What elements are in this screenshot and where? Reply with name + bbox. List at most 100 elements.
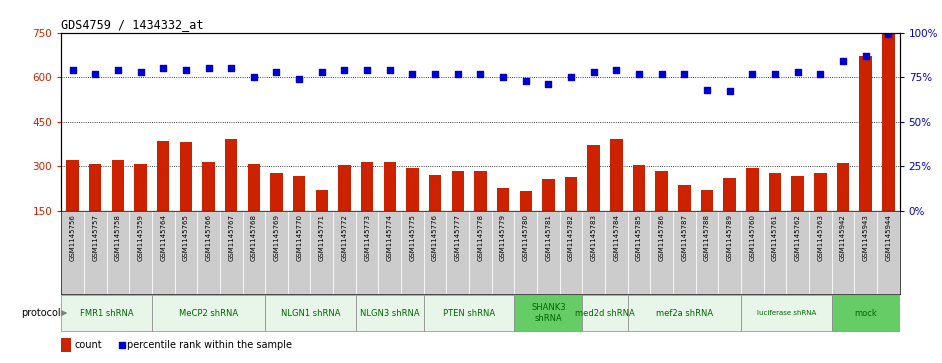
Point bbox=[723, 89, 738, 94]
Bar bbox=[429, 175, 442, 211]
Bar bbox=[293, 176, 305, 211]
Bar bbox=[288, 211, 311, 294]
Text: GSM1145764: GSM1145764 bbox=[160, 214, 166, 261]
Point bbox=[178, 67, 193, 73]
Bar bbox=[605, 211, 627, 294]
Point bbox=[223, 65, 238, 71]
Bar bbox=[882, 34, 895, 211]
Bar bbox=[316, 190, 328, 211]
Bar bbox=[406, 168, 418, 211]
Bar bbox=[379, 211, 401, 294]
Point bbox=[155, 65, 171, 71]
Bar bbox=[356, 211, 379, 294]
Point bbox=[700, 87, 715, 93]
Text: PTEN shRNA: PTEN shRNA bbox=[443, 309, 495, 318]
Bar bbox=[225, 139, 237, 211]
Point bbox=[768, 71, 783, 77]
Point bbox=[450, 71, 465, 77]
Text: GSM1145785: GSM1145785 bbox=[636, 214, 642, 261]
Bar bbox=[696, 211, 719, 294]
Bar bbox=[514, 211, 537, 294]
Bar bbox=[61, 338, 71, 352]
Bar bbox=[474, 171, 487, 211]
Bar bbox=[197, 211, 219, 294]
Text: NLGN1 shRNA: NLGN1 shRNA bbox=[281, 309, 340, 318]
Bar bbox=[361, 162, 373, 211]
Point bbox=[676, 71, 691, 77]
Point bbox=[858, 53, 873, 59]
Bar bbox=[560, 211, 582, 294]
Bar bbox=[814, 174, 826, 211]
Bar bbox=[248, 164, 260, 211]
Bar bbox=[61, 295, 152, 331]
Bar bbox=[356, 295, 424, 331]
Text: GSM1145758: GSM1145758 bbox=[115, 214, 121, 261]
Bar bbox=[769, 174, 781, 211]
Bar bbox=[746, 168, 758, 211]
Bar bbox=[424, 295, 514, 331]
Text: GSM1145756: GSM1145756 bbox=[70, 214, 75, 261]
Bar bbox=[877, 211, 900, 294]
Text: count: count bbox=[74, 340, 102, 350]
Point bbox=[836, 58, 851, 64]
Bar bbox=[787, 211, 809, 294]
Bar bbox=[129, 211, 152, 294]
Bar bbox=[582, 295, 627, 331]
Bar bbox=[89, 164, 102, 211]
Bar bbox=[401, 211, 424, 294]
Text: GDS4759 / 1434332_at: GDS4759 / 1434332_at bbox=[61, 19, 203, 32]
Text: GSM1145774: GSM1145774 bbox=[387, 214, 393, 261]
Bar bbox=[424, 211, 447, 294]
Point bbox=[315, 69, 330, 75]
Bar bbox=[265, 295, 356, 331]
Bar bbox=[496, 188, 510, 211]
Bar bbox=[764, 211, 787, 294]
Point bbox=[110, 67, 125, 73]
Bar bbox=[809, 211, 832, 294]
Point bbox=[473, 71, 488, 77]
Point bbox=[292, 76, 307, 82]
Text: GSM1145783: GSM1145783 bbox=[591, 214, 596, 261]
Text: GSM1145765: GSM1145765 bbox=[183, 214, 188, 261]
Text: GSM1145780: GSM1145780 bbox=[523, 214, 528, 261]
Text: GSM1145759: GSM1145759 bbox=[138, 214, 143, 261]
Point bbox=[790, 69, 805, 75]
Bar bbox=[588, 145, 600, 211]
Text: mef2a shRNA: mef2a shRNA bbox=[656, 309, 713, 318]
Bar bbox=[152, 211, 174, 294]
Bar bbox=[112, 160, 124, 211]
Bar bbox=[492, 211, 514, 294]
Bar bbox=[383, 162, 396, 211]
Point bbox=[518, 78, 533, 83]
Text: GSM1145771: GSM1145771 bbox=[318, 214, 325, 261]
Text: GSM1145779: GSM1145779 bbox=[500, 214, 506, 261]
Point bbox=[609, 67, 624, 73]
Point bbox=[428, 71, 443, 77]
Text: GSM1145789: GSM1145789 bbox=[726, 214, 733, 261]
Bar bbox=[859, 56, 872, 211]
Text: luciferase shRNA: luciferase shRNA bbox=[756, 310, 816, 316]
Bar bbox=[537, 211, 560, 294]
Text: GSM1145943: GSM1145943 bbox=[863, 214, 869, 261]
Text: GSM1145775: GSM1145775 bbox=[410, 214, 415, 261]
Text: SHANK3
shRNA: SHANK3 shRNA bbox=[531, 303, 566, 323]
Bar bbox=[854, 211, 877, 294]
Bar bbox=[157, 141, 170, 211]
Point bbox=[813, 71, 828, 77]
Point bbox=[246, 74, 261, 80]
Bar bbox=[741, 295, 832, 331]
Point bbox=[631, 71, 646, 77]
Text: GSM1145942: GSM1145942 bbox=[840, 214, 846, 261]
Text: GSM1145781: GSM1145781 bbox=[545, 214, 551, 261]
Bar bbox=[791, 176, 804, 211]
Point bbox=[405, 71, 420, 77]
Text: GSM1145782: GSM1145782 bbox=[568, 214, 574, 261]
Bar bbox=[270, 174, 283, 211]
Bar bbox=[219, 211, 242, 294]
Point bbox=[88, 71, 103, 77]
Text: med2d shRNA: med2d shRNA bbox=[576, 309, 635, 318]
Bar bbox=[84, 211, 106, 294]
Bar bbox=[338, 164, 350, 211]
Text: GSM1145773: GSM1145773 bbox=[365, 214, 370, 261]
Bar bbox=[174, 211, 197, 294]
